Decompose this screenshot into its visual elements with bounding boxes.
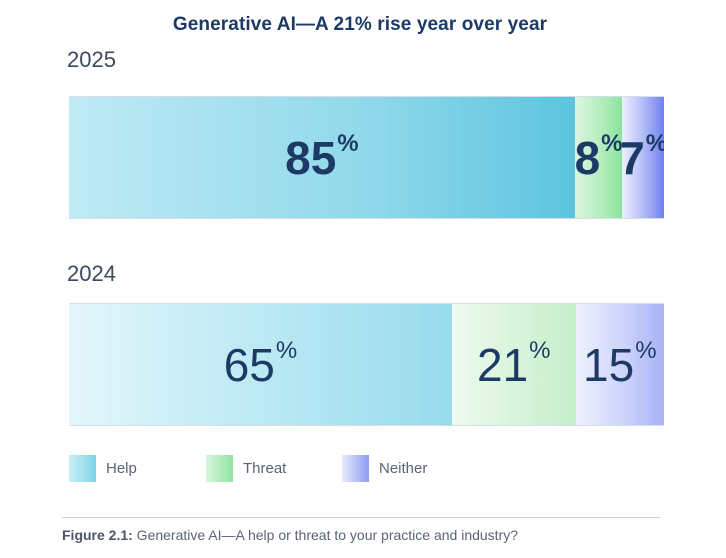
year-label-2024: 2024 (67, 261, 116, 286)
percent-sign: % (646, 131, 664, 156)
bar-segment-neither-2025: 7% (622, 97, 664, 218)
data-label-threat-2024: 21 (477, 338, 529, 391)
bar-segment-help-2024: 65% (69, 304, 452, 425)
year-label-2025: 2025 (67, 47, 116, 72)
bar-segment-neither-2024: 15% (575, 304, 664, 425)
data-label-help-2024: 65 (223, 338, 275, 391)
legend-item-help: Help (69, 455, 137, 482)
legend-swatch-threat (206, 455, 233, 482)
legend-item-neither: Neither (342, 455, 427, 482)
figure-caption: Figure 2.1: Generative AI—A help or thre… (62, 527, 518, 543)
bar-2024: 65% 21% 15% (69, 303, 664, 426)
legend-swatch-neither (342, 455, 369, 482)
percent-sign: % (529, 336, 551, 364)
data-label-help-2025: 85 (285, 131, 337, 184)
percent-sign: % (635, 336, 657, 364)
figure-caption-text: Generative AI—A help or threat to your p… (132, 527, 519, 543)
data-label-neither-2025: 7 (622, 131, 645, 184)
legend: Help Threat Neither (69, 455, 669, 485)
percent-sign: % (337, 129, 359, 157)
legend-label-neither: Neither (379, 460, 428, 477)
data-label-neither-2024: 15 (583, 338, 635, 391)
bar-segment-threat-2024: 21% (451, 304, 576, 425)
legend-label-help: Help (106, 460, 137, 477)
bar-segment-help-2025: 85% (69, 97, 575, 218)
caption-divider (62, 517, 660, 518)
legend-item-threat: Threat (206, 455, 286, 482)
bar-segment-threat-2025: 8% (574, 97, 623, 218)
figure-caption-label: Figure 2.1: (62, 527, 133, 543)
bar-2025: 85% 8% 7% (69, 96, 664, 219)
chart-title: Generative AI—A 21% rise year over year (172, 14, 548, 35)
data-label-threat-2025: 8 (574, 131, 601, 184)
legend-swatch-help (69, 455, 96, 482)
percent-sign: % (275, 336, 298, 364)
legend-label-threat: Threat (243, 460, 287, 477)
percent-sign: % (601, 129, 623, 157)
